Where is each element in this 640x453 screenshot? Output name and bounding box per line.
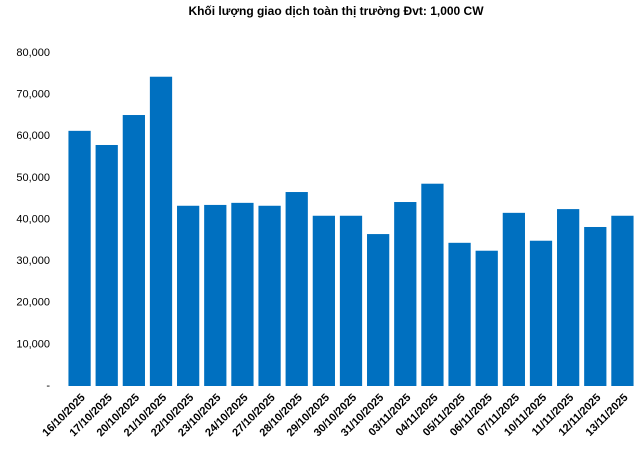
y-tick-label: 30,000 [16, 255, 50, 267]
y-tick-label: 40,000 [16, 213, 50, 225]
y-tick-label: 70,000 [16, 89, 50, 101]
bar [557, 209, 580, 386]
bar [611, 215, 634, 386]
bar [367, 234, 390, 386]
y-tick-label: 80,000 [16, 47, 50, 59]
bar [421, 183, 444, 386]
bar [177, 205, 200, 386]
bar [448, 242, 471, 386]
bar [231, 202, 254, 386]
bar [122, 115, 145, 387]
y-tick-label: 60,000 [16, 130, 50, 142]
bar [285, 192, 308, 386]
bar [529, 240, 553, 386]
bar [95, 144, 118, 386]
bar [475, 250, 498, 386]
chart-title: Khối lượng giao dịch toàn thị trường Đvt… [188, 4, 484, 18]
bar [584, 226, 607, 386]
bar [394, 202, 417, 386]
y-tick-label: 10,000 [16, 338, 50, 350]
bar [149, 76, 173, 386]
bar [339, 215, 363, 386]
y-tick-label: 50,000 [16, 172, 50, 184]
y-tick-label: - [46, 380, 50, 392]
bar [312, 215, 335, 386]
bar [68, 130, 91, 386]
bar [502, 212, 525, 386]
bar [204, 204, 227, 386]
bar [258, 205, 281, 386]
y-tick-label: 20,000 [16, 297, 50, 309]
